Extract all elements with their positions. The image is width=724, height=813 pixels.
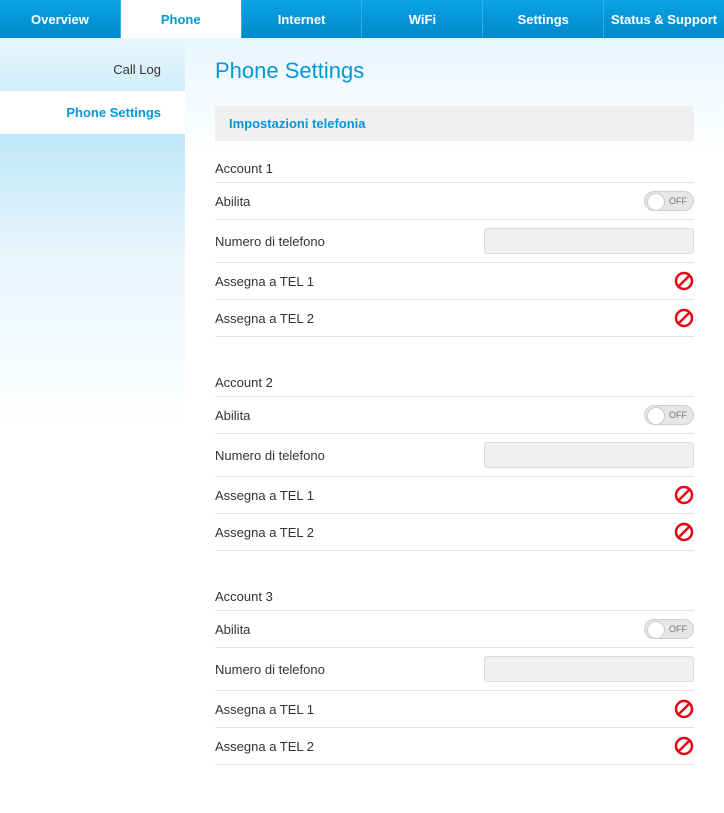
label-phone-number: Numero di telefono <box>215 448 325 463</box>
label-assign-tel2: Assegna a TEL 2 <box>215 739 314 754</box>
sidebar-item-phone-settings[interactable]: Phone Settings <box>0 91 185 134</box>
label-assign-tel2: Assegna a TEL 2 <box>215 311 314 326</box>
forbidden-icon <box>674 271 694 291</box>
tab-internet[interactable]: Internet <box>242 0 363 38</box>
tab-status-support[interactable]: Status & Support <box>604 0 724 38</box>
label-assign-tel2: Assegna a TEL 2 <box>215 525 314 540</box>
row-assign-tel1: Assegna a TEL 1 <box>215 691 694 728</box>
row-enable: Abilita OFF <box>215 183 694 220</box>
row-assign-tel2: Assegna a TEL 2 <box>215 514 694 551</box>
row-phone-number: Numero di telefono <box>215 220 694 263</box>
label-enable: Abilita <box>215 408 250 423</box>
sidebar-item-call-log[interactable]: Call Log <box>0 48 185 91</box>
account-title: Account 3 <box>215 579 694 611</box>
label-enable: Abilita <box>215 194 250 209</box>
label-phone-number: Numero di telefono <box>215 234 325 249</box>
label-assign-tel1: Assegna a TEL 1 <box>215 488 314 503</box>
sidebar: Call Log Phone Settings <box>0 38 185 813</box>
toggle-enable[interactable]: OFF <box>644 619 694 639</box>
toggle-enable[interactable]: OFF <box>644 405 694 425</box>
row-phone-number: Numero di telefono <box>215 648 694 691</box>
row-phone-number: Numero di telefono <box>215 434 694 477</box>
sidebar-item-label: Phone Settings <box>66 105 161 120</box>
row-enable: Abilita OFF <box>215 397 694 434</box>
main-content: Phone Settings Impostazioni telefonia Ac… <box>185 38 724 813</box>
label-assign-tel1: Assegna a TEL 1 <box>215 274 314 289</box>
tab-settings[interactable]: Settings <box>483 0 604 38</box>
phone-number-input[interactable] <box>484 228 694 254</box>
page-title: Phone Settings <box>215 58 694 84</box>
row-assign-tel1: Assegna a TEL 1 <box>215 263 694 300</box>
phone-number-input[interactable] <box>484 442 694 468</box>
tab-wifi[interactable]: WiFi <box>362 0 483 38</box>
row-assign-tel2: Assegna a TEL 2 <box>215 728 694 765</box>
account-title: Account 2 <box>215 365 694 397</box>
account-block: Account 1 Abilita OFF Numero di telefono… <box>215 151 694 337</box>
label-assign-tel1: Assegna a TEL 1 <box>215 702 314 717</box>
section-header: Impostazioni telefonia <box>215 106 694 141</box>
phone-number-input[interactable] <box>484 656 694 682</box>
sidebar-item-label: Call Log <box>113 62 161 77</box>
top-nav: Overview Phone Internet WiFi Settings St… <box>0 0 724 38</box>
forbidden-icon <box>674 522 694 542</box>
row-assign-tel1: Assegna a TEL 1 <box>215 477 694 514</box>
row-assign-tel2: Assegna a TEL 2 <box>215 300 694 337</box>
forbidden-icon <box>674 736 694 756</box>
row-enable: Abilita OFF <box>215 611 694 648</box>
account-title: Account 1 <box>215 151 694 183</box>
account-block: Account 3 Abilita OFF Numero di telefono… <box>215 579 694 765</box>
label-phone-number: Numero di telefono <box>215 662 325 677</box>
tab-phone[interactable]: Phone <box>121 0 242 38</box>
forbidden-icon <box>674 699 694 719</box>
forbidden-icon <box>674 485 694 505</box>
label-enable: Abilita <box>215 622 250 637</box>
forbidden-icon <box>674 308 694 328</box>
toggle-enable[interactable]: OFF <box>644 191 694 211</box>
account-block: Account 2 Abilita OFF Numero di telefono… <box>215 365 694 551</box>
tab-overview[interactable]: Overview <box>0 0 121 38</box>
